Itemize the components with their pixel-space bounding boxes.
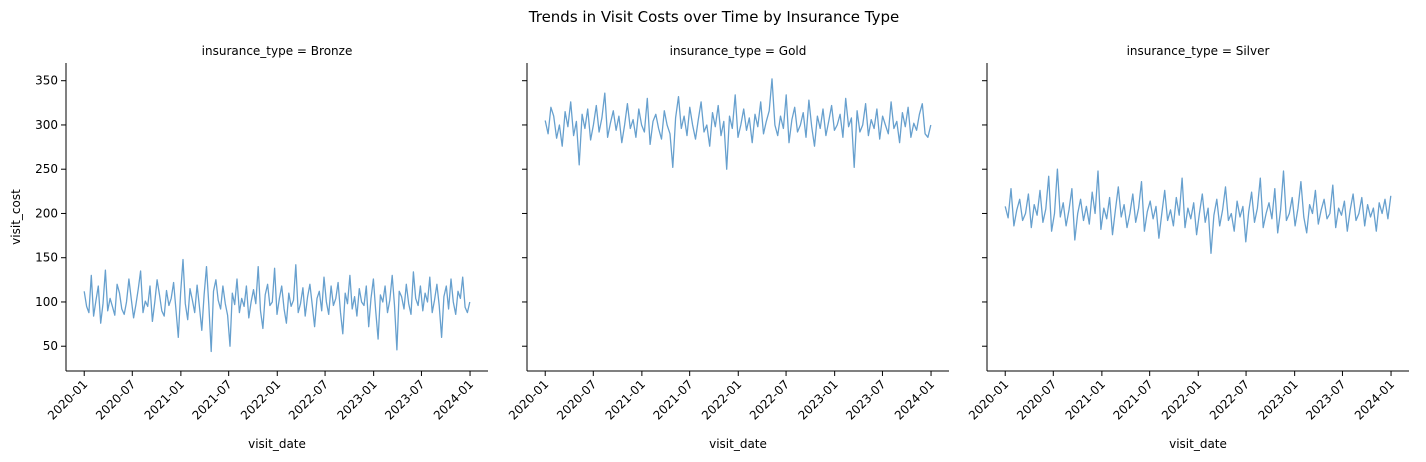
series-line-silver xyxy=(1004,168,1392,254)
x-tick-label: 2021-07 xyxy=(189,377,234,422)
x-tick-label: 2022-01 xyxy=(1159,377,1204,422)
facet-title-silver: insurance_type = Silver xyxy=(1127,44,1270,58)
x-tick-label: 2020-01 xyxy=(45,377,90,422)
x-axis-label: visit_date xyxy=(1169,437,1227,451)
x-tick-label: 2021-01 xyxy=(603,377,648,422)
x-tick-label: 2022-07 xyxy=(747,377,792,422)
x-axis-label: visit_date xyxy=(709,437,767,451)
y-tick-label: 100 xyxy=(35,295,58,309)
y-tick-label: 250 xyxy=(35,162,58,176)
facet-bronze: insurance_type = Bronze 50 100 150 200 250 300… xyxy=(35,44,488,451)
x-tick-label: 2022-07 xyxy=(286,377,331,422)
x-tick-label: 2023-07 xyxy=(1303,377,1348,422)
x-tick-label: 2021-01 xyxy=(1063,377,1108,422)
x-tick-label: 2024-01 xyxy=(892,377,937,422)
x-tick-label: 2020-01 xyxy=(506,377,551,422)
x-tick-label: 2020-07 xyxy=(1014,377,1059,422)
x-tick-label: 2023-07 xyxy=(843,377,888,422)
series-line-bronze xyxy=(83,258,471,353)
x-tick-label: 2022-01 xyxy=(699,377,744,422)
y-tick-label: 350 xyxy=(35,74,58,88)
x-tick-label: 2024-01 xyxy=(1352,377,1397,422)
x-tick-label: 2023-01 xyxy=(795,377,840,422)
y-tick-label: 200 xyxy=(35,206,58,220)
facet-title-gold: insurance_type = Gold xyxy=(670,44,807,58)
x-axis-label: visit_date xyxy=(248,437,306,451)
x-tick-label: 2020-07 xyxy=(93,377,138,422)
x-tick-label: 2021-01 xyxy=(142,377,187,422)
x-tick-label: 2022-01 xyxy=(238,377,283,422)
x-tick-label: 2023-07 xyxy=(382,377,427,422)
y-tick-label: 150 xyxy=(35,251,58,265)
x-tick-label: 2021-07 xyxy=(650,377,695,422)
x-tick-label: 2022-07 xyxy=(1207,377,1252,422)
series-line-gold xyxy=(544,78,932,170)
y-tick-label: 300 xyxy=(35,118,58,132)
chart-title: Trends in Visit Costs over Time by Insur… xyxy=(528,8,899,26)
x-tick-label: 2021-07 xyxy=(1110,377,1155,422)
x-tick-label: 2020-01 xyxy=(966,377,1011,422)
facet-title-bronze: insurance_type = Bronze xyxy=(202,44,353,58)
x-tick-label: 2023-01 xyxy=(1255,377,1300,422)
y-tick-label: 50 xyxy=(43,339,58,353)
x-tick-label: 2020-07 xyxy=(554,377,599,422)
facets: insurance_type = Bronze 50 100 150 200 250 300… xyxy=(9,44,1409,451)
x-tick-label: 2024-01 xyxy=(431,377,476,422)
y-axis-label: visit_cost xyxy=(9,189,23,245)
x-tick-label: 2023-01 xyxy=(334,377,379,422)
